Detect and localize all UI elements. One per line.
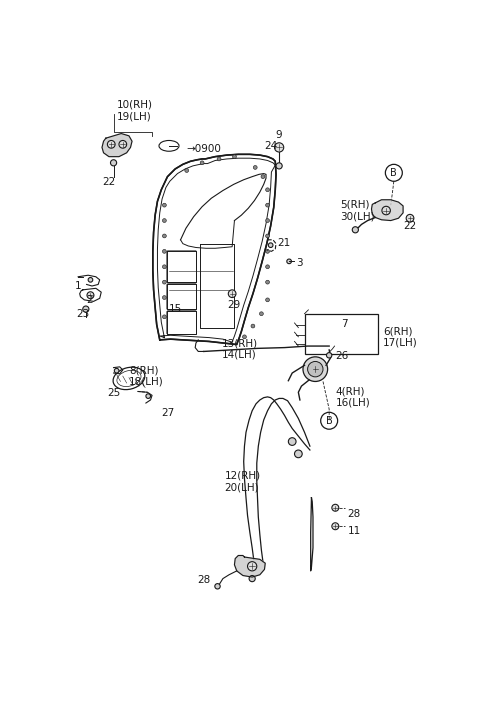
Circle shape [287, 259, 291, 264]
Circle shape [114, 368, 119, 373]
Circle shape [232, 154, 236, 159]
Circle shape [308, 362, 323, 377]
Text: 28: 28 [348, 508, 361, 518]
Circle shape [265, 188, 269, 192]
Circle shape [265, 250, 269, 253]
Circle shape [185, 169, 189, 172]
Circle shape [326, 352, 332, 358]
Circle shape [87, 292, 94, 299]
Text: 23: 23 [76, 309, 89, 319]
Circle shape [217, 157, 221, 161]
Text: 10(RH)
19(LH): 10(RH) 19(LH) [116, 99, 152, 122]
Text: 1: 1 [75, 280, 82, 290]
Circle shape [162, 315, 166, 319]
Circle shape [162, 203, 166, 207]
Text: 15: 15 [168, 304, 182, 314]
Text: 22: 22 [102, 177, 116, 187]
Circle shape [242, 335, 246, 339]
Circle shape [108, 140, 115, 148]
Circle shape [265, 234, 269, 238]
Circle shape [200, 161, 204, 164]
Circle shape [352, 227, 359, 233]
Text: 6(RH)
17(LH): 6(RH) 17(LH) [383, 326, 418, 347]
Circle shape [162, 280, 166, 284]
Circle shape [265, 265, 269, 269]
Circle shape [215, 583, 220, 589]
Text: B: B [326, 415, 333, 425]
Circle shape [110, 159, 117, 166]
Circle shape [162, 234, 166, 238]
Circle shape [265, 203, 269, 207]
Text: 28: 28 [197, 575, 210, 585]
Text: 2: 2 [86, 295, 93, 305]
Circle shape [253, 165, 257, 169]
Text: 25: 25 [107, 388, 120, 398]
Polygon shape [372, 199, 403, 220]
Circle shape [382, 207, 390, 214]
Circle shape [276, 163, 282, 169]
Circle shape [162, 265, 166, 269]
Text: 29: 29 [227, 300, 240, 310]
Circle shape [249, 576, 255, 582]
Text: 24: 24 [264, 142, 277, 152]
Text: 22: 22 [403, 220, 417, 230]
Circle shape [406, 214, 414, 222]
Circle shape [260, 312, 264, 315]
Text: 9: 9 [276, 130, 282, 140]
Text: B: B [390, 168, 397, 178]
Text: 8(RH)
18(LH): 8(RH) 18(LH) [129, 365, 164, 387]
Polygon shape [102, 134, 132, 157]
Text: 4(RH)
16(LH): 4(RH) 16(LH) [336, 386, 370, 408]
Circle shape [265, 219, 269, 222]
Circle shape [146, 394, 151, 398]
Circle shape [248, 562, 257, 571]
Circle shape [311, 365, 320, 373]
Circle shape [162, 295, 166, 300]
Circle shape [288, 438, 296, 445]
Circle shape [162, 250, 166, 253]
Text: 13(RH)
14(LH): 13(RH) 14(LH) [221, 338, 257, 360]
Text: 21: 21 [277, 238, 290, 248]
Text: 11: 11 [348, 526, 361, 536]
Circle shape [265, 280, 269, 284]
Circle shape [268, 243, 273, 247]
Circle shape [88, 277, 93, 282]
Circle shape [332, 504, 339, 511]
Text: 7: 7 [341, 319, 348, 329]
Text: 27: 27 [161, 408, 174, 418]
Circle shape [228, 290, 236, 297]
Circle shape [275, 143, 284, 152]
Circle shape [261, 174, 265, 179]
Text: 26: 26 [336, 352, 348, 362]
Circle shape [265, 298, 269, 302]
Text: 12(RH)
20(LH): 12(RH) 20(LH) [225, 470, 261, 493]
Circle shape [83, 306, 89, 312]
Circle shape [119, 140, 127, 148]
Circle shape [162, 219, 166, 222]
Circle shape [332, 523, 339, 530]
Circle shape [303, 357, 328, 382]
Text: →0900: →0900 [186, 144, 221, 154]
Text: 3: 3 [296, 258, 303, 268]
Circle shape [295, 450, 302, 458]
Polygon shape [234, 556, 265, 577]
Circle shape [251, 324, 255, 328]
Text: 5(RH)
30(LH): 5(RH) 30(LH) [340, 199, 374, 222]
